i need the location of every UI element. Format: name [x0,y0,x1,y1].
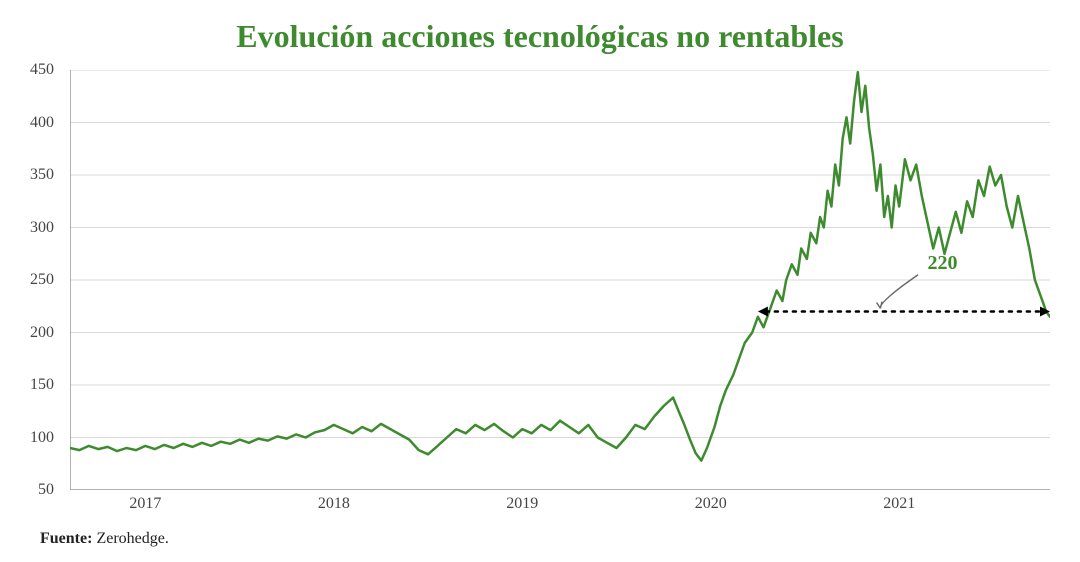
chart-title: Evolución acciones tecnológicas no renta… [0,0,1080,65]
x-axis: 2017 2018 2019 2020 2021 [70,495,1050,519]
x-tick-label: 2021 [883,495,915,513]
source-label: Fuente: [40,530,92,547]
x-tick-label: 2018 [318,495,350,513]
x-tick-label: 2020 [695,495,727,513]
chart-svg [70,70,1050,490]
y-tick-label: 350 [30,166,54,184]
y-tick-label: 100 [30,429,54,447]
y-tick-label: 400 [30,114,54,132]
y-tick-label: 300 [30,219,54,237]
x-tick-label: 2017 [129,495,161,513]
y-tick-label: 200 [30,324,54,342]
y-tick-label: 150 [30,376,54,394]
annotation-arrowhead-icon [877,302,882,309]
y-tick-label: 250 [30,271,54,289]
chart-container: Evolución acciones tecnológicas no renta… [0,0,1080,562]
y-axis: 50100150200250300350400450 [0,70,62,490]
arrowhead-left-icon [758,307,768,317]
plot-area [70,70,1050,490]
source-value: Zerohedge. [92,530,168,547]
y-tick-label: 450 [30,61,54,79]
data-line [70,72,1050,461]
y-tick-label: 50 [38,481,54,499]
annotation-label: 220 [928,252,958,275]
x-tick-label: 2019 [506,495,538,513]
source-line: Fuente: Zerohedge. [40,530,169,548]
